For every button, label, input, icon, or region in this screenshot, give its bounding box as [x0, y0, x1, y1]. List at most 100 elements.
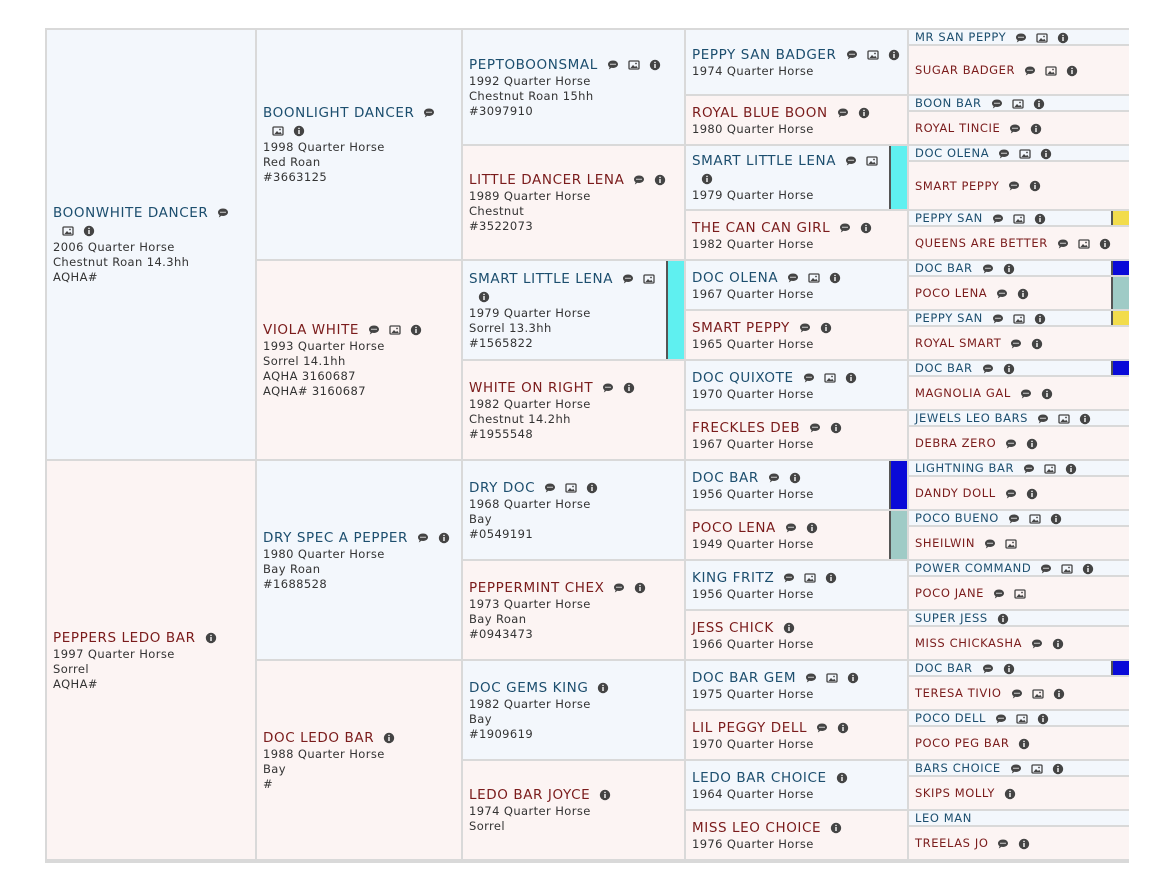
info-icon[interactable]: [820, 322, 832, 334]
info-icon[interactable]: [1003, 363, 1015, 375]
comment-icon[interactable]: [1010, 338, 1022, 350]
photo-icon[interactable]: [808, 272, 820, 284]
photo-icon[interactable]: [1011, 98, 1024, 110]
comment-icon[interactable]: [837, 107, 849, 119]
info-icon[interactable]: [1079, 413, 1091, 425]
photo-icon[interactable]: [1014, 588, 1026, 600]
photo-icon[interactable]: [1031, 763, 1043, 775]
photo-icon[interactable]: [1036, 32, 1048, 44]
comment-icon[interactable]: [982, 263, 994, 275]
info-icon[interactable]: [205, 632, 217, 644]
comment-icon[interactable]: [998, 148, 1010, 160]
comment-icon[interactable]: [992, 213, 1004, 225]
comment-icon[interactable]: [768, 472, 780, 484]
info-icon[interactable]: [383, 732, 395, 744]
info-icon[interactable]: [293, 125, 305, 137]
comment-icon[interactable]: [544, 482, 556, 494]
comment-icon[interactable]: [1040, 563, 1052, 575]
info-icon[interactable]: [634, 582, 646, 594]
info-icon[interactable]: [1052, 763, 1064, 775]
photo-icon[interactable]: [1061, 563, 1073, 575]
comment-icon[interactable]: [991, 98, 1003, 110]
info-icon[interactable]: [1082, 563, 1094, 575]
info-icon[interactable]: [1066, 65, 1078, 77]
photo-icon[interactable]: [1044, 463, 1056, 475]
comment-icon[interactable]: [1010, 763, 1022, 775]
photo-icon[interactable]: [1013, 213, 1025, 225]
info-icon[interactable]: [1034, 313, 1046, 325]
comment-icon[interactable]: [787, 272, 799, 284]
info-icon[interactable]: [1018, 738, 1030, 750]
comment-icon[interactable]: [839, 222, 851, 234]
comment-icon[interactable]: [1005, 488, 1017, 500]
comment-icon[interactable]: [799, 322, 811, 334]
comment-icon[interactable]: [622, 273, 634, 285]
photo-icon[interactable]: [866, 49, 879, 61]
comment-icon[interactable]: [1024, 65, 1036, 77]
photo-icon[interactable]: [1019, 148, 1031, 160]
info-icon[interactable]: [654, 174, 666, 186]
comment-icon[interactable]: [982, 663, 994, 675]
photo-icon[interactable]: [62, 225, 74, 237]
comment-icon[interactable]: [809, 422, 821, 434]
photo-icon[interactable]: [1078, 238, 1090, 250]
comment-icon[interactable]: [1009, 123, 1021, 135]
comment-icon[interactable]: [1037, 413, 1049, 425]
photo-icon[interactable]: [866, 155, 878, 167]
info-icon[interactable]: [1033, 98, 1045, 110]
info-icon[interactable]: [410, 324, 422, 336]
info-icon[interactable]: [845, 372, 857, 384]
comment-icon[interactable]: [996, 288, 1008, 300]
info-icon[interactable]: [599, 789, 611, 801]
comment-icon[interactable]: [993, 588, 1005, 600]
info-icon[interactable]: [1041, 388, 1053, 400]
info-icon[interactable]: [825, 572, 837, 584]
photo-icon[interactable]: [389, 324, 401, 336]
info-icon[interactable]: [597, 682, 609, 694]
comment-icon[interactable]: [1020, 388, 1032, 400]
photo-icon[interactable]: [272, 125, 284, 137]
info-icon[interactable]: [1052, 638, 1064, 650]
info-icon[interactable]: [1037, 713, 1049, 725]
info-icon[interactable]: [1031, 338, 1043, 350]
info-icon[interactable]: [1029, 180, 1041, 192]
photo-icon[interactable]: [823, 372, 836, 384]
comment-icon[interactable]: [997, 838, 1009, 850]
info-icon[interactable]: [478, 291, 490, 303]
info-icon[interactable]: [888, 49, 900, 61]
info-icon[interactable]: [1004, 788, 1016, 800]
comment-icon[interactable]: [992, 313, 1004, 325]
info-icon[interactable]: [1026, 438, 1038, 450]
photo-icon[interactable]: [826, 672, 838, 684]
photo-icon[interactable]: [1031, 688, 1044, 700]
comment-icon[interactable]: [1005, 438, 1017, 450]
photo-icon[interactable]: [804, 572, 816, 584]
photo-icon[interactable]: [565, 482, 577, 494]
comment-icon[interactable]: [607, 59, 619, 71]
photo-icon[interactable]: [1058, 413, 1070, 425]
comment-icon[interactable]: [1008, 513, 1020, 525]
info-icon[interactable]: [847, 672, 859, 684]
info-icon[interactable]: [586, 482, 598, 494]
info-icon[interactable]: [1003, 663, 1015, 675]
comment-icon[interactable]: [368, 324, 380, 336]
info-icon[interactable]: [701, 173, 713, 185]
comment-icon[interactable]: [995, 713, 1007, 725]
info-icon[interactable]: [1030, 123, 1042, 135]
info-icon[interactable]: [830, 422, 842, 434]
info-icon[interactable]: [1065, 463, 1077, 475]
info-icon[interactable]: [829, 272, 841, 284]
photo-icon[interactable]: [1029, 513, 1041, 525]
info-icon[interactable]: [1099, 238, 1111, 250]
info-icon[interactable]: [837, 722, 849, 734]
comment-icon[interactable]: [1031, 638, 1043, 650]
info-icon[interactable]: [783, 622, 795, 634]
info-icon[interactable]: [649, 59, 661, 71]
comment-icon[interactable]: [803, 372, 815, 384]
info-icon[interactable]: [830, 822, 842, 834]
comment-icon[interactable]: [602, 382, 614, 394]
photo-icon[interactable]: [1016, 713, 1028, 725]
comment-icon[interactable]: [217, 207, 229, 219]
comment-icon[interactable]: [816, 722, 828, 734]
comment-icon[interactable]: [805, 672, 817, 684]
